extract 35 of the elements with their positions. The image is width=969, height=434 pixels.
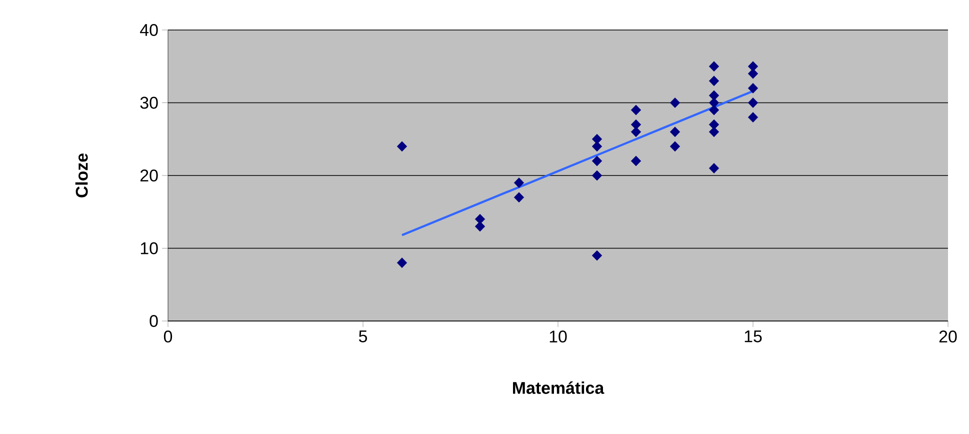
point [514, 192, 524, 203]
y-axis-title: Cloze [75, 153, 88, 198]
point [630, 156, 642, 166]
point [708, 61, 720, 72]
x-axis-title: Matemática [513, 381, 604, 394]
x-tick-label: 10 [550, 330, 567, 343]
y-tick-label: 30 [140, 96, 158, 109]
point [748, 112, 758, 122]
x-tick-label: 15 [744, 330, 762, 342]
point [748, 98, 758, 108]
y-tick-label: 20 [140, 170, 158, 182]
point [670, 141, 680, 152]
point [396, 141, 408, 152]
point [748, 83, 758, 94]
point [396, 258, 408, 268]
point [514, 178, 524, 188]
point [708, 76, 720, 86]
point [592, 156, 602, 166]
y-tick-label: 0 [150, 315, 158, 327]
point [708, 163, 720, 174]
y-tick-label: 40 [140, 24, 158, 36]
point [592, 141, 602, 152]
point [592, 170, 602, 181]
y-tick-label: 10 [140, 242, 158, 254]
x-tick-label: 20 [939, 330, 957, 343]
point [630, 126, 642, 138]
point [708, 126, 720, 138]
point [708, 104, 720, 116]
x-tick-label: 0 [164, 330, 172, 343]
x-tick-label: 5 [358, 330, 367, 342]
point [670, 126, 680, 138]
point [474, 221, 486, 232]
point [630, 104, 642, 116]
point [592, 250, 602, 261]
point [670, 98, 680, 108]
